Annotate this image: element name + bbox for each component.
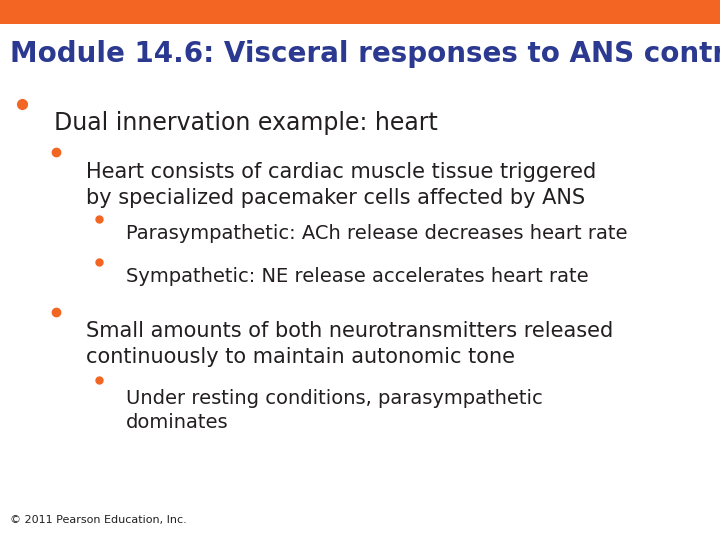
Text: Small amounts of both neurotransmitters released
continuously to maintain autono: Small amounts of both neurotransmitters …: [86, 321, 613, 367]
Text: Under resting conditions, parasympathetic
dominates: Under resting conditions, parasympatheti…: [126, 389, 543, 432]
Text: Parasympathetic: ACh release decreases heart rate: Parasympathetic: ACh release decreases h…: [126, 224, 628, 243]
Text: Sympathetic: NE release accelerates heart rate: Sympathetic: NE release accelerates hear…: [126, 267, 589, 286]
Text: Module 14.6: Visceral responses to ANS control: Module 14.6: Visceral responses to ANS c…: [10, 40, 720, 69]
Text: © 2011 Pearson Education, Inc.: © 2011 Pearson Education, Inc.: [10, 515, 186, 525]
Bar: [0, 0, 720, 24]
Text: Dual innervation example: heart: Dual innervation example: heart: [54, 111, 438, 134]
Text: Heart consists of cardiac muscle tissue triggered
by specialized pacemaker cells: Heart consists of cardiac muscle tissue …: [86, 162, 597, 207]
